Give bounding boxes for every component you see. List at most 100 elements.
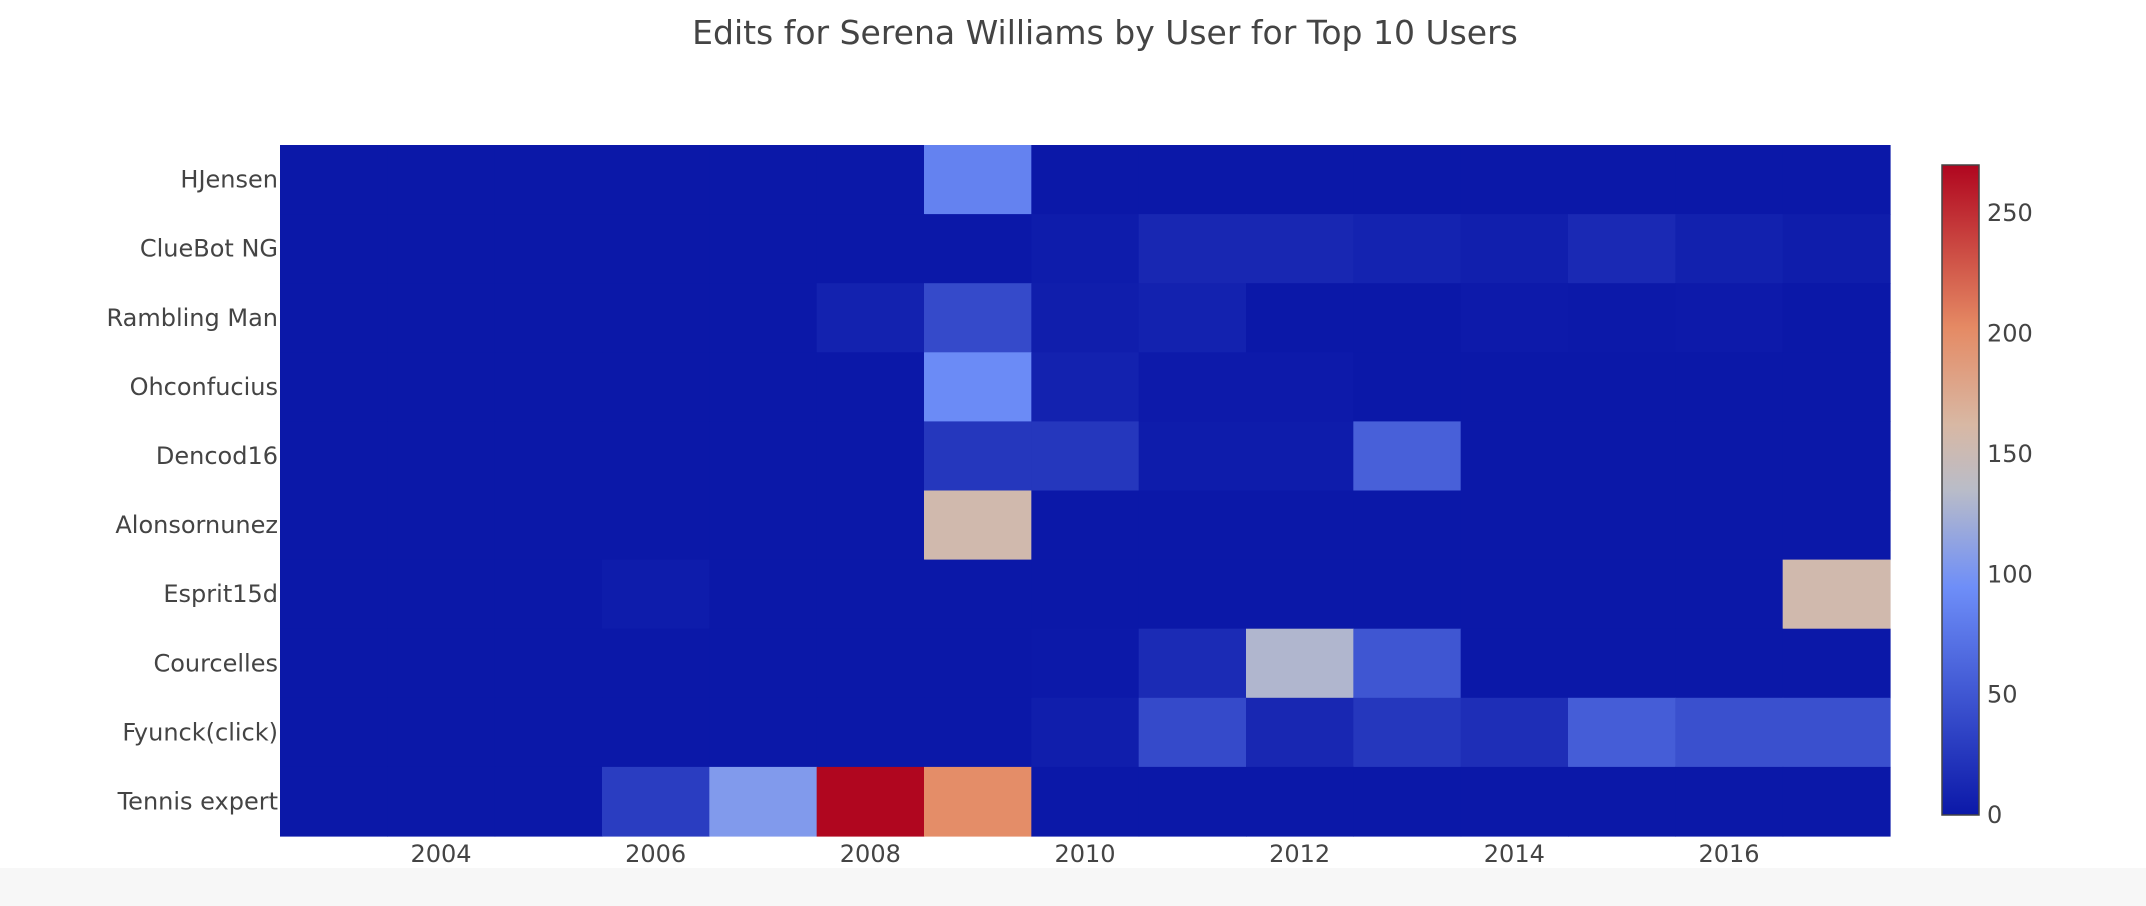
y-tick-label: ClueBot NG — [140, 235, 278, 263]
heatmap-cell — [387, 559, 496, 630]
heatmap-cell — [1138, 490, 1247, 561]
heatmap-cell — [1031, 766, 1140, 837]
y-tick-label: Dencod16 — [156, 442, 278, 470]
heatmap-cell — [816, 697, 925, 768]
heatmap-cell — [387, 490, 496, 561]
y-tick-label: Fyunck(click) — [122, 718, 278, 746]
heatmap-cell — [494, 766, 603, 837]
heatmap-cell — [1675, 559, 1784, 630]
heatmap-cell — [816, 283, 925, 353]
heatmap-cell — [1675, 283, 1784, 353]
heatmap-cell — [602, 490, 710, 561]
heatmap-cell — [1568, 214, 1676, 284]
y-tick-label: Esprit15d — [163, 580, 278, 608]
heatmap-cell — [280, 283, 388, 353]
heatmap-cell — [1782, 214, 1891, 284]
heatmap-cell — [1460, 145, 1569, 215]
heatmap-cell — [1568, 559, 1676, 630]
heatmap-cell — [1568, 697, 1676, 768]
heatmap-cell — [924, 283, 1032, 353]
heatmap-cell — [709, 628, 818, 699]
heatmap-cell — [1353, 490, 1462, 561]
heatmap-cell — [280, 490, 388, 561]
heatmap-cell — [1675, 145, 1784, 215]
heatmap-cell — [1138, 214, 1247, 284]
heatmap-cell — [709, 421, 818, 492]
heatmap-cell — [1246, 214, 1354, 284]
heatmap-cell — [1568, 352, 1676, 422]
heatmap-cell — [494, 559, 603, 630]
heatmap-cell — [1782, 628, 1891, 699]
heatmap-cell — [1568, 145, 1676, 215]
heatmap-cell — [1246, 697, 1354, 768]
heatmap-cell — [494, 490, 603, 561]
heatmap-cell — [1246, 559, 1354, 630]
colorbar-tick-label: 250 — [1987, 199, 2033, 227]
heatmap-cell — [602, 145, 710, 215]
heatmap-cell — [1675, 421, 1784, 492]
heatmap-cell — [924, 352, 1032, 422]
heatmap-cell — [387, 766, 496, 837]
heatmap-cell — [1675, 490, 1784, 561]
heatmap-cell — [1353, 421, 1462, 492]
heatmap-cell — [1353, 145, 1462, 215]
heatmap-cell — [709, 490, 818, 561]
x-tick-label: 2016 — [1698, 840, 1759, 868]
heatmap-cell — [1460, 628, 1569, 699]
heatmap-cell — [924, 766, 1032, 837]
heatmap-cell — [1675, 214, 1784, 284]
heatmap-cell — [1568, 283, 1676, 353]
heatmap-cell — [1031, 421, 1140, 492]
heatmap-cell — [1031, 697, 1140, 768]
heatmap-cell — [1246, 421, 1354, 492]
heatmap-cell — [1138, 697, 1247, 768]
heatmap-cell — [1675, 628, 1784, 699]
y-tick-label: Courcelles — [153, 649, 278, 677]
heatmap-cells — [280, 145, 1891, 837]
bottom-band — [0, 868, 2146, 906]
heatmap-cell — [1460, 283, 1569, 353]
heatmap-cell — [816, 490, 925, 561]
heatmap-cell — [1353, 697, 1462, 768]
heatmap-cell — [494, 145, 603, 215]
y-axis-labels: HJensen ClueBot NG Rambling Man Ohconfucius… — [106, 166, 278, 816]
heatmap-cell — [1460, 490, 1569, 561]
heatmap-cell — [1782, 490, 1891, 561]
heatmap-cell — [1246, 490, 1354, 561]
heatmap-cell — [1138, 628, 1247, 699]
colorbar-tick-label: 100 — [1987, 560, 2033, 588]
heatmap-cell — [924, 421, 1032, 492]
colorbar-gradient — [1941, 164, 1980, 816]
x-axis-labels: 2004 2006 2008 2010 2012 2014 2016 — [410, 840, 1759, 868]
heatmap-cell — [1782, 283, 1891, 353]
heatmap-cell — [387, 214, 496, 284]
heatmap-cell — [1246, 766, 1354, 837]
heatmap-cell — [494, 352, 603, 422]
heatmap-cell — [924, 697, 1032, 768]
heatmap-cell — [1782, 697, 1891, 768]
heatmap-cell — [1246, 628, 1354, 699]
heatmap-cell — [1246, 145, 1354, 215]
heatmap-cell — [709, 559, 818, 630]
x-tick-label: 2006 — [625, 840, 686, 868]
heatmap-cell — [924, 559, 1032, 630]
heatmap-cell — [387, 697, 496, 768]
heatmap-cell — [709, 697, 818, 768]
chart-title: Edits for Serena Williams by User for To… — [692, 13, 1518, 52]
heatmap-cell — [280, 559, 388, 630]
heatmap-cell — [1460, 421, 1569, 492]
heatmap-cell — [1460, 214, 1569, 284]
heatmap-cell — [387, 145, 496, 215]
y-tick-label: Rambling Man — [106, 304, 278, 332]
heatmap-cell — [816, 145, 925, 215]
heatmap-cell — [1675, 766, 1784, 837]
heatmap-cell — [602, 352, 710, 422]
heatmap-cell — [1031, 559, 1140, 630]
heatmap-cell — [924, 145, 1032, 215]
heatmap-cell — [924, 214, 1032, 284]
heatmap-cell — [1460, 352, 1569, 422]
heatmap-cell — [1138, 283, 1247, 353]
heatmap-cell — [280, 697, 388, 768]
